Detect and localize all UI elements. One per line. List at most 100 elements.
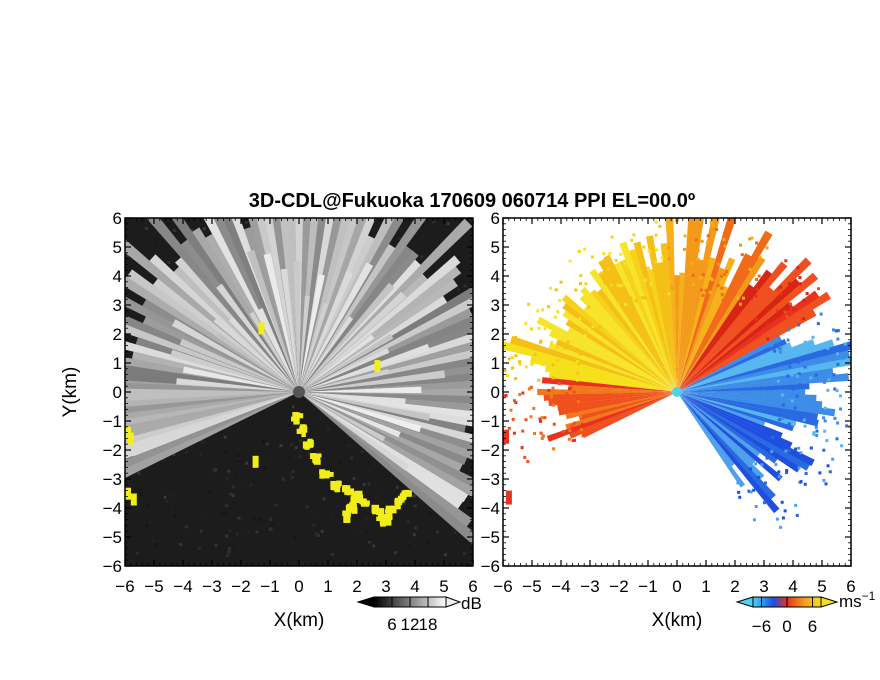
velocity-edge-speckle [578,352,582,356]
velocity-edge-speckle [823,429,827,433]
velocity-edge-speckle [796,266,800,270]
velocity-echo-ray [565,392,677,420]
snr-strong-echo-cell [351,503,357,508]
velocity-edge-speckle [550,340,554,344]
velocity-echo-ray [677,286,774,392]
velocity-edge-speckle [514,401,518,405]
velocity-edge-speckle [568,259,572,263]
velocity-edge-speckle [755,241,759,245]
snr-echo-ray [125,275,299,392]
velocity-echo-ray [677,392,778,464]
velocity-edge-speckle [541,435,545,439]
velocity-x-tick-label: 5 [817,577,826,596]
velocity-edge-speckle [766,337,770,341]
velocity-edge-speckle [758,255,762,259]
velocity-edge-speckle [654,233,658,237]
velocity-edge-speckle [723,244,727,248]
velocity-edge-speckle [568,429,572,433]
velocity-echo-ray [677,392,819,420]
velocity-edge-speckle [614,258,618,262]
snr-strong-echo-cell [346,503,352,510]
snr-noise-speckle [290,475,294,479]
velocity-edge-speckle [514,377,518,381]
snr-noise-speckle [298,439,302,443]
velocity-edge-speckle [551,363,555,367]
velocity-edge-speckle [776,287,780,291]
velocity-edge-speckle [538,417,542,421]
snr-west-ray [125,388,299,396]
snr-noise-speckle [254,537,258,541]
velocity-y-tick-label: 4 [491,267,500,286]
snr-bright-ray [299,392,422,433]
velocity-echo-ray [677,392,746,488]
snr-noise-speckle [463,284,467,288]
velocity-edge-speckle [562,349,566,353]
snr-bright-ray [293,261,301,392]
velocity-echo-ray [677,291,832,392]
snr-noise-speckle [252,447,256,451]
velocity-edge-speckle [824,482,828,486]
snr-echo-ray [299,243,396,392]
velocity-x-tick-label: −5 [522,577,541,596]
snr-noise-speckle [444,553,448,557]
velocity-y-tick-label: 5 [491,238,500,257]
velocity-edge-speckle [717,277,721,281]
snr-strong-echo-cell [361,502,369,507]
velocity-edge-speckle [579,415,583,419]
velocity-edge-speckle [524,321,528,325]
snr-noise-speckle [214,468,218,472]
velocity-edge-speckle [775,517,779,521]
velocity-edge-speckle [621,283,625,287]
velocity-echo-ray [677,269,773,392]
velocity-edge-speckle [737,289,741,293]
velocity-edge-speckle [786,386,790,390]
snr-noise-speckle [417,559,421,563]
velocity-echo-ray [614,261,677,392]
velocity-edge-speckle [781,516,785,520]
velocity-edge-speckle [609,283,613,287]
velocity-edge-speckle [539,340,543,344]
velocity-x-tick-label: 6 [846,577,855,596]
velocity-edge-speckle [568,387,572,391]
velocity-isolated-echo [503,429,509,444]
velocity-edge-speckle [556,310,560,314]
velocity-edge-speckle [709,220,713,224]
velocity-edge-speckle [826,388,830,392]
snr-noise-speckle [232,548,236,552]
velocity-edge-speckle [551,331,555,335]
snr-noise-speckle [208,490,212,494]
snr-noise-speckle [287,455,291,459]
velocity-edge-speckle [750,296,754,300]
velocity-edge-speckle [748,237,752,241]
velocity-edge-speckle [826,346,830,350]
snr-echo-ray [125,324,299,392]
velocity-edge-speckle [792,387,796,391]
velocity-edge-speckle [649,282,653,286]
velocity-edge-speckle [518,360,522,364]
velocity-echo-ray [677,230,773,392]
velocity-edge-speckle [812,431,816,435]
velocity-echo-ray [677,339,835,392]
velocity-echo-ray [561,294,677,392]
velocity-edge-speckle [716,284,720,288]
snr-bright-ray [299,392,410,471]
snr-noise-speckle [367,482,371,486]
snr-bright-ray [299,386,422,394]
snr-noise-speckle [129,265,133,269]
snr-echo-ray [299,392,467,433]
velocity-edge-speckle [707,259,711,263]
velocity-echo-ray [677,285,729,392]
velocity-edge-speckle [649,270,653,274]
snr-noise-speckle [322,497,326,501]
velocity-edge-speckle [694,238,698,242]
snr-noise-speckle [223,435,227,439]
snr-noise-speckle [231,485,235,489]
snr-echo-ray [125,365,299,392]
velocity-echo-ray [603,254,677,392]
velocity-x-tick-label: −1 [638,577,657,596]
velocity-colorbar-unit-exponent: −1 [862,589,876,603]
velocity-edge-speckle [541,308,545,312]
snr-noise-speckle [457,288,461,292]
snr-y-tick-label: −3 [103,470,122,489]
velocity-echo-ray [541,377,677,392]
